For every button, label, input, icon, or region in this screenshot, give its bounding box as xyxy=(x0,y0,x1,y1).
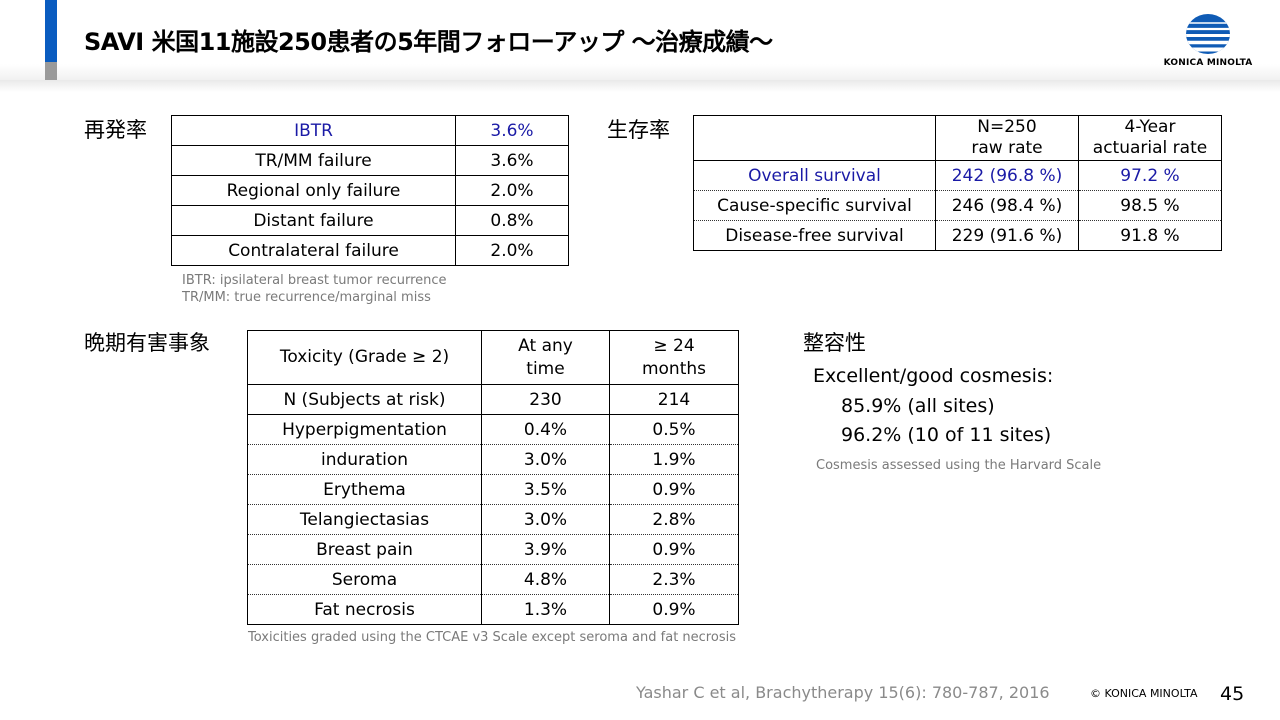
table-header-row: N=250 raw rate 4-Year actuarial rate xyxy=(693,115,1222,161)
table-row: Cause-specific survival 246 (98.4 %) 98.… xyxy=(693,190,1222,221)
toxicity-note: Toxicities graded using the CTCAE v3 Sca… xyxy=(248,630,736,645)
recurrence-name: TR/MM failure xyxy=(171,145,456,176)
table-row: induration 3.0% 1.9% xyxy=(247,444,739,475)
survival-actuarial: 91.8 % xyxy=(1078,220,1222,251)
toxicity-name: Telangiectasias xyxy=(247,504,482,535)
recurrence-value: 2.0% xyxy=(455,235,569,266)
page-number: 45 xyxy=(1220,683,1245,705)
toxicity-any: 0.4% xyxy=(481,414,610,445)
survival-table: N=250 raw rate 4-Year actuarial rate Overa… xyxy=(693,115,1222,251)
toxicity-any: 3.5% xyxy=(481,474,610,505)
recurrence-value: 3.6% xyxy=(455,115,569,146)
toxicity-name: Erythema xyxy=(247,474,482,505)
recurrence-note-2: TR/MM: true recurrence/marginal miss xyxy=(182,290,431,305)
toxicity-name: N (Subjects at risk) xyxy=(247,384,482,415)
toxicity-name: Fat necrosis xyxy=(247,594,482,625)
accent-bar-gray xyxy=(45,62,57,80)
toxicity-any: 4.8% xyxy=(481,564,610,595)
globe-logo-icon xyxy=(1186,14,1230,54)
toxicity-any: 3.0% xyxy=(481,444,610,475)
table-header-row: Toxicity (Grade ≥ 2) At any time ≥ 24 mont… xyxy=(247,330,739,385)
table-row: Regional only failure 2.0% xyxy=(171,175,569,206)
cosmesis-note: Cosmesis assessed using the Harvard Scal… xyxy=(816,458,1102,473)
toxicity-label: 晩期有害事象 xyxy=(84,331,210,355)
survival-raw: 246 (98.4 %) xyxy=(935,190,1079,221)
cosmesis-label: 整容性 xyxy=(803,331,866,355)
toxicity-name: induration xyxy=(247,444,482,475)
recurrence-value: 2.0% xyxy=(455,175,569,206)
toxicity-24m: 1.9% xyxy=(609,444,739,475)
toxicity-header-any: At any time xyxy=(481,330,610,385)
toxicity-24m: 0.5% xyxy=(609,414,739,445)
survival-raw: 242 (96.8 %) xyxy=(935,160,1079,191)
toxicity-name: Hyperpigmentation xyxy=(247,414,482,445)
table-row: Hyperpigmentation 0.4% 0.5% xyxy=(247,414,739,445)
survival-header-actuarial: 4-Year actuarial rate xyxy=(1078,115,1222,161)
toxicity-header-24m: ≥ 24 months xyxy=(609,330,739,385)
table-row: Fat necrosis 1.3% 0.9% xyxy=(247,594,739,625)
recurrence-name: Contralateral failure xyxy=(171,235,456,266)
header-shadow xyxy=(0,80,1280,92)
recurrence-name: Regional only failure xyxy=(171,175,456,206)
slide-title: SAVI 米国11施設250患者の5年間フォローアップ ～治療成績～ xyxy=(84,28,773,56)
table-row: TR/MM failure 3.6% xyxy=(171,145,569,176)
survival-raw: 229 (91.6 %) xyxy=(935,220,1079,251)
table-row: Seroma 4.8% 2.3% xyxy=(247,564,739,595)
konica-minolta-logo: KONICA MINOLTA xyxy=(1158,14,1258,70)
toxicity-24m: 2.3% xyxy=(609,564,739,595)
survival-name: Disease-free survival xyxy=(693,220,936,251)
toxicity-24m: 0.9% xyxy=(609,534,739,565)
cosmesis-heading: Excellent/good cosmesis: xyxy=(813,365,1054,387)
toxicity-name: Seroma xyxy=(247,564,482,595)
reference-citation: Yashar C et al, Brachytherapy 15(6): 780… xyxy=(636,683,1050,702)
table-row: IBTR 3.6% xyxy=(171,115,569,146)
accent-bar-blue xyxy=(45,0,57,62)
toxicity-24m: 0.9% xyxy=(609,594,739,625)
table-row: Overall survival 242 (96.8 %) 97.2 % xyxy=(693,160,1222,191)
toxicity-table: Toxicity (Grade ≥ 2) At any time ≥ 24 mont… xyxy=(247,330,739,625)
survival-name: Cause-specific survival xyxy=(693,190,936,221)
table-row: Contralateral failure 2.0% xyxy=(171,235,569,266)
survival-actuarial: 97.2 % xyxy=(1078,160,1222,191)
recurrence-value: 3.6% xyxy=(455,145,569,176)
toxicity-24m: 214 xyxy=(609,384,739,415)
table-row: Disease-free survival 229 (91.6 %) 91.8 … xyxy=(693,220,1222,251)
toxicity-24m: 2.8% xyxy=(609,504,739,535)
slide-header xyxy=(0,0,1280,80)
recurrence-value: 0.8% xyxy=(455,205,569,236)
copyright: © KONICA MINOLTA xyxy=(1090,687,1198,700)
table-row: N (Subjects at risk) 230 214 xyxy=(247,384,739,415)
toxicity-any: 230 xyxy=(481,384,610,415)
toxicity-any: 3.9% xyxy=(481,534,610,565)
survival-name: Overall survival xyxy=(693,160,936,191)
recurrence-label: 再発率 xyxy=(84,118,147,142)
cosmesis-ten-sites: 96.2% (10 of 11 sites) xyxy=(841,424,1052,446)
toxicity-any: 3.0% xyxy=(481,504,610,535)
table-row: Distant failure 0.8% xyxy=(171,205,569,236)
toxicity-header-name: Toxicity (Grade ≥ 2) xyxy=(247,330,482,385)
logo-wordmark: KONICA MINOLTA xyxy=(1163,58,1253,68)
recurrence-name: Distant failure xyxy=(171,205,456,236)
survival-header-blank xyxy=(693,115,936,161)
survival-header-raw: N=250 raw rate xyxy=(935,115,1079,161)
toxicity-any: 1.3% xyxy=(481,594,610,625)
toxicity-24m: 0.9% xyxy=(609,474,739,505)
recurrence-note-1: IBTR: ipsilateral breast tumor recurrenc… xyxy=(182,273,447,288)
table-row: Erythema 3.5% 0.9% xyxy=(247,474,739,505)
recurrence-name: IBTR xyxy=(171,115,456,146)
table-row: Telangiectasias 3.0% 2.8% xyxy=(247,504,739,535)
survival-actuarial: 98.5 % xyxy=(1078,190,1222,221)
survival-label: 生存率 xyxy=(607,118,670,142)
table-row: Breast pain 3.9% 0.9% xyxy=(247,534,739,565)
recurrence-table: IBTR 3.6% TR/MM failure 3.6% Regional on… xyxy=(171,115,569,266)
toxicity-name: Breast pain xyxy=(247,534,482,565)
cosmesis-all-sites: 85.9% (all sites) xyxy=(841,395,995,417)
